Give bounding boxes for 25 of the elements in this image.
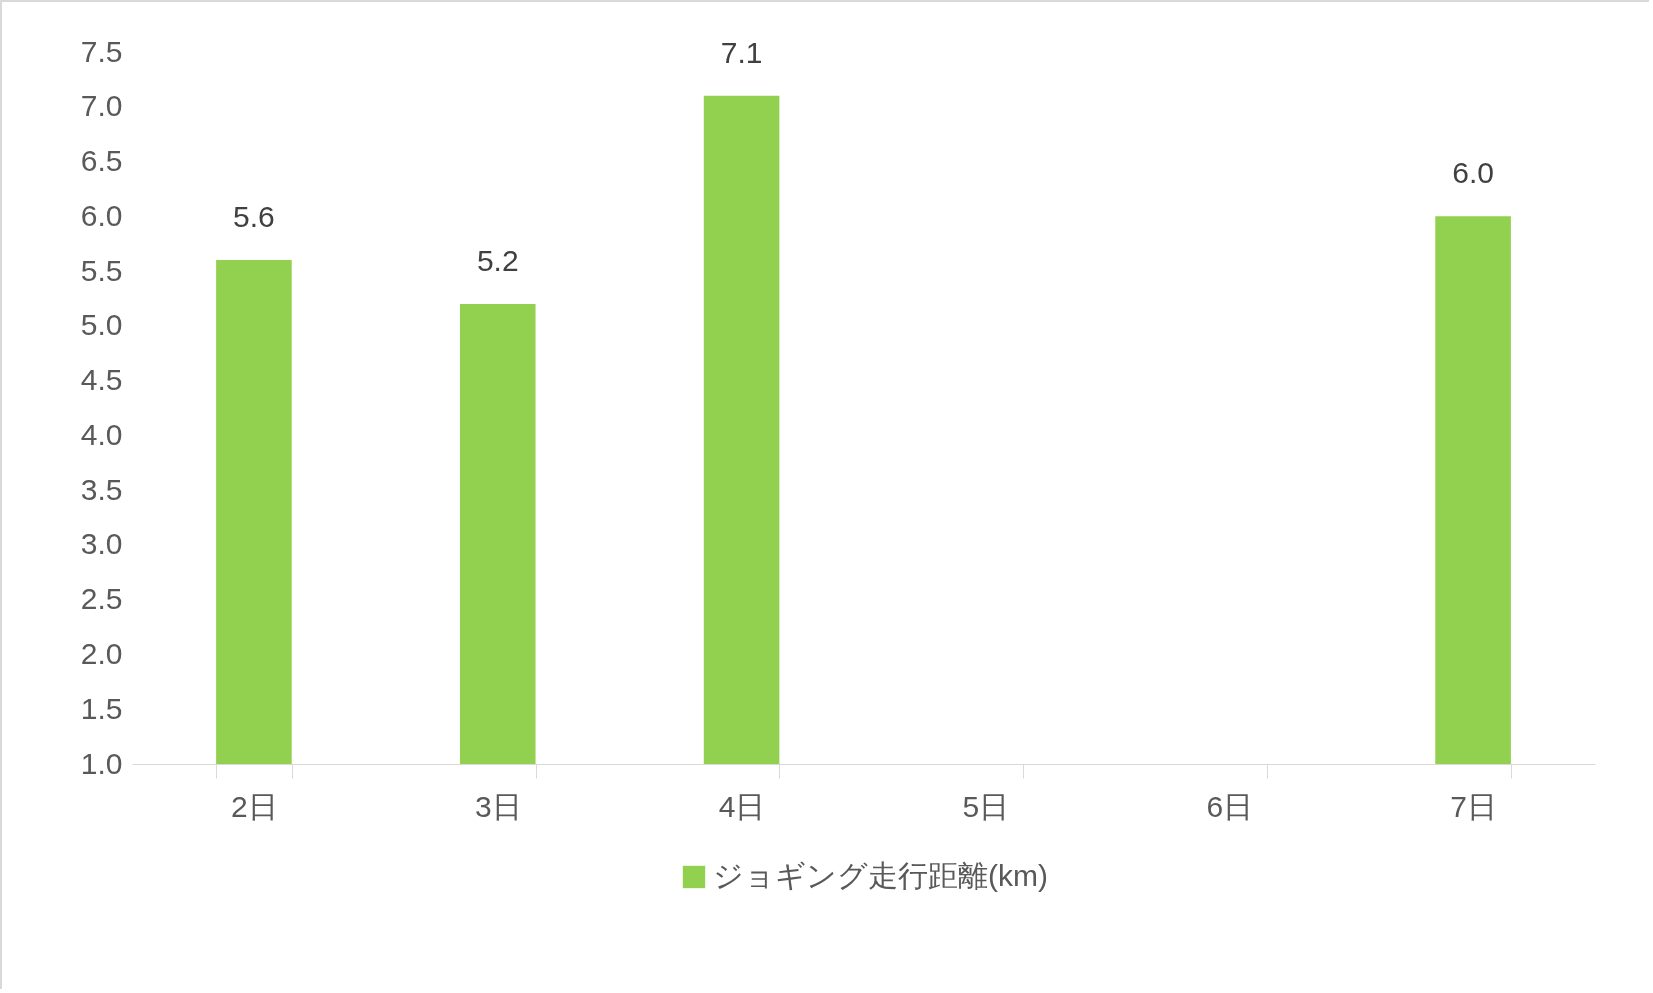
x-tick-label: 6日 <box>1206 789 1254 823</box>
y-tick-label: 4.5 <box>80 363 123 397</box>
data-label: 6.0 <box>1452 156 1494 190</box>
x-tick-label: 2日 <box>231 789 278 823</box>
y-tick-label: 6.5 <box>80 144 123 178</box>
y-tick-label: 4.0 <box>80 417 123 451</box>
y-tick-label: 7.5 <box>80 34 123 68</box>
x-tick-label: 4日 <box>718 789 766 823</box>
y-tick-label: 2.0 <box>80 636 123 670</box>
y-tick-label: 6.0 <box>80 198 123 232</box>
y-tick-label: 7.0 <box>80 89 123 123</box>
y-tick-label: 3.5 <box>80 472 123 506</box>
y-tick-label: 5.0 <box>80 308 123 342</box>
y-tick-label: 1.0 <box>80 746 123 780</box>
y-tick-label: 2.5 <box>80 582 123 616</box>
y-tick-label: 5.5 <box>80 253 123 287</box>
data-label: 5.2 <box>476 243 519 277</box>
data-label: 5.6 <box>233 200 275 234</box>
y-tick-label: 1.5 <box>80 691 123 725</box>
y-tick-label: 3.0 <box>80 527 123 561</box>
x-tick-label: 7日 <box>1450 789 1497 823</box>
x-tick-label: 5日 <box>962 789 1010 823</box>
data-label: 7.1 <box>720 35 763 69</box>
x-tick-label: 3日 <box>474 789 522 823</box>
legend-label: ジョギング走行距離(km) <box>713 859 1048 892</box>
